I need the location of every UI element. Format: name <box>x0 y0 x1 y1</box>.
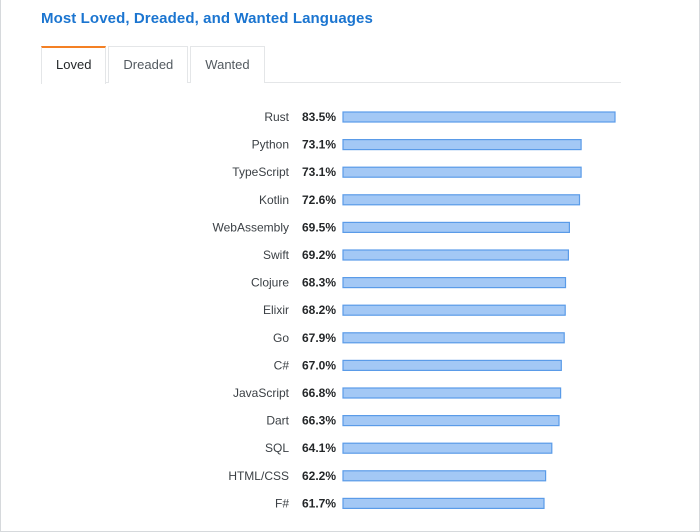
bar-elixir[interactable] <box>342 304 566 316</box>
value-label-elixir: 68.2% <box>302 303 336 317</box>
category-label-f: F# <box>275 496 289 510</box>
category-label-dart: Dart <box>266 414 289 428</box>
category-label-webassembly: WebAssembly <box>213 220 289 234</box>
value-label-rust: 83.5% <box>302 110 336 124</box>
bar-python[interactable] <box>342 139 582 151</box>
category-label-elixir: Elixir <box>263 303 289 317</box>
value-label-c: 67.0% <box>302 358 336 372</box>
tab-dreaded[interactable]: Dreaded <box>108 46 189 83</box>
tab-wanted[interactable]: Wanted <box>190 46 265 83</box>
bar-typescript[interactable] <box>342 166 582 178</box>
value-label-python: 73.1% <box>302 138 336 152</box>
category-label-go: Go <box>273 331 289 345</box>
bar-dart[interactable] <box>342 415 560 427</box>
bar-rust[interactable] <box>342 111 616 123</box>
category-label-javascript: JavaScript <box>233 386 290 400</box>
value-label-javascript: 66.8% <box>302 386 336 400</box>
value-label-html-css: 62.2% <box>302 469 336 483</box>
value-label-f: 61.7% <box>302 496 336 510</box>
bar-f[interactable] <box>342 497 545 509</box>
page-title: Most Loved, Dreaded, and Wanted Language… <box>41 10 373 27</box>
bar-c[interactable] <box>342 359 562 371</box>
value-label-dart: 66.3% <box>302 414 336 428</box>
bar-javascript[interactable] <box>342 387 562 399</box>
tab-bar: Loved Dreaded Wanted <box>41 46 267 84</box>
category-label-rust: Rust <box>264 110 289 124</box>
value-label-typescript: 73.1% <box>302 165 336 179</box>
value-label-go: 67.9% <box>302 331 336 345</box>
bar-go[interactable] <box>342 332 565 344</box>
category-label-c: C# <box>274 358 290 372</box>
value-label-sql: 64.1% <box>302 441 336 455</box>
value-label-kotlin: 72.6% <box>302 193 336 207</box>
tabs-divider <box>41 82 621 83</box>
category-label-typescript: TypeScript <box>232 165 289 179</box>
bar-sql[interactable] <box>342 442 553 454</box>
value-label-clojure: 68.3% <box>302 276 336 290</box>
tab-loved[interactable]: Loved <box>41 46 107 84</box>
value-label-webassembly: 69.5% <box>302 220 336 234</box>
value-label-swift: 69.2% <box>302 248 336 262</box>
bar-swift[interactable] <box>342 249 569 261</box>
category-label-sql: SQL <box>265 441 289 455</box>
category-label-html-css: HTML/CSS <box>228 469 289 483</box>
category-label-swift: Swift <box>263 248 290 262</box>
category-label-clojure: Clojure <box>251 276 289 290</box>
bar-kotlin[interactable] <box>342 194 581 206</box>
bar-clojure[interactable] <box>342 277 567 289</box>
category-label-python: Python <box>252 138 289 152</box>
category-label-kotlin: Kotlin <box>259 193 289 207</box>
bar-webassembly[interactable] <box>342 221 570 233</box>
bar-html-css[interactable] <box>342 470 547 482</box>
